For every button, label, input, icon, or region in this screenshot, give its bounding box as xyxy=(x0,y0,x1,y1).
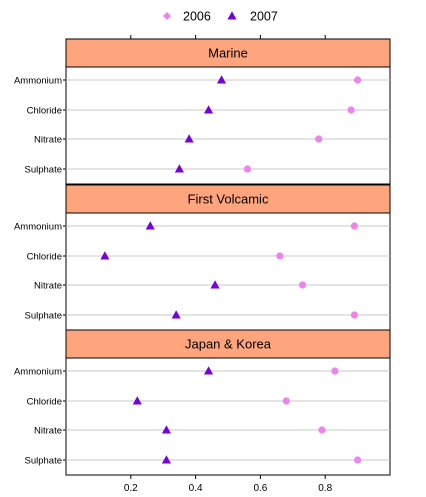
point-japan-korea-2006-chloride xyxy=(282,397,290,405)
point-marine-2006-ammonium xyxy=(354,76,362,84)
legend-label-2007: 2007 xyxy=(250,10,278,24)
point-first-volcamic-2007-ammonium xyxy=(145,221,155,230)
point-first-volcamic-2006-sulphate xyxy=(350,311,358,319)
point-marine-2007-ammonium xyxy=(216,75,227,84)
panel-strip-marine xyxy=(65,38,391,68)
category-label-first-volcamic-ammonium: Ammonium xyxy=(14,222,62,233)
panel-body-marine xyxy=(65,66,391,185)
x-tick-label-0.4: 0.4 xyxy=(189,483,203,494)
point-japan-korea-2006-ammonium xyxy=(331,367,339,375)
point-japan-korea-2006-sulphate xyxy=(354,456,362,464)
point-japan-korea-2006-nitrate xyxy=(318,426,326,434)
point-marine-2006-chloride xyxy=(347,106,355,114)
point-japan-korea-2007-sulphate xyxy=(161,455,171,464)
panel-title-marine: Marine xyxy=(208,46,248,61)
category-label-first-volcamic-chloride: Chloride xyxy=(27,252,62,263)
legend-marker-2007 xyxy=(227,11,237,20)
point-japan-korea-2007-nitrate xyxy=(161,425,171,434)
category-label-first-volcamic-sulphate: Sulphate xyxy=(24,311,62,322)
category-label-japan-korea-ammonium: Ammonium xyxy=(14,367,62,378)
panel-title-japan-korea: Japan & Korea xyxy=(185,337,272,352)
x-tick-label-0.2: 0.2 xyxy=(124,483,138,494)
point-japan-korea-2007-chloride xyxy=(132,396,142,405)
category-label-first-volcamic-nitrate: Nitrate xyxy=(34,281,62,292)
point-marine-2006-sulphate xyxy=(243,165,252,173)
point-japan-korea-2007-ammonium xyxy=(204,366,214,375)
point-first-volcamic-2006-nitrate xyxy=(298,281,307,289)
category-label-marine-ammonium: Ammonium xyxy=(14,76,62,87)
legend-marker-2006 xyxy=(163,12,171,20)
category-label-marine-nitrate: Nitrate xyxy=(34,135,62,146)
category-label-marine-sulphate: Sulphate xyxy=(24,165,62,176)
category-label-marine-chloride: Chloride xyxy=(27,106,62,117)
panel-body-japan-korea xyxy=(65,357,391,476)
point-first-volcamic-2007-nitrate xyxy=(210,280,220,289)
category-label-japan-korea-chloride: Chloride xyxy=(27,397,62,408)
x-tick-label-0.6: 0.6 xyxy=(253,483,267,494)
point-first-volcamic-2006-chloride xyxy=(276,252,284,260)
panel-body-first-volcamic xyxy=(65,212,391,331)
point-first-volcamic-2007-chloride xyxy=(100,251,110,260)
point-marine-2007-chloride xyxy=(204,105,214,114)
category-label-japan-korea-sulphate: Sulphate xyxy=(24,456,62,467)
point-marine-2007-sulphate xyxy=(174,164,184,173)
x-tick-label-0.8: 0.8 xyxy=(318,483,332,494)
point-first-volcamic-2007-sulphate xyxy=(171,310,181,319)
point-marine-2007-nitrate xyxy=(184,134,194,143)
panel-title-first-volcamic: First Volcamic xyxy=(188,192,269,207)
point-marine-2006-nitrate xyxy=(315,135,323,143)
legend-label-2006: 2006 xyxy=(183,10,211,24)
point-first-volcamic-2006-ammonium xyxy=(350,222,358,230)
category-label-japan-korea-nitrate: Nitrate xyxy=(34,426,62,437)
